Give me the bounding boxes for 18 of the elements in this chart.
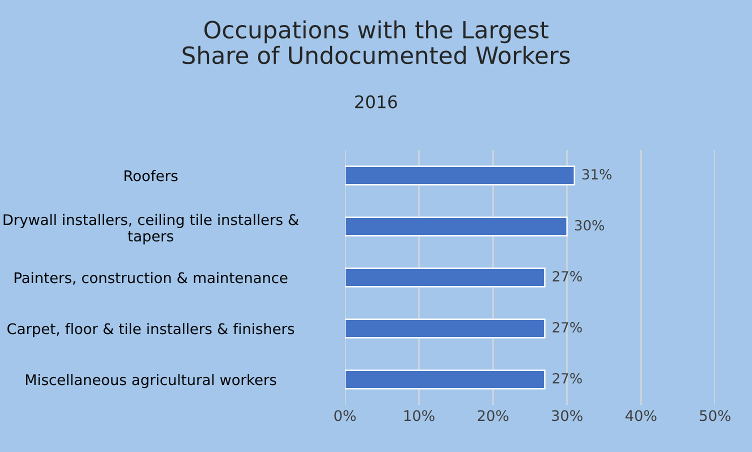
- data-label: 27%: [552, 271, 582, 282]
- x-tick-label: 50%: [700, 410, 730, 422]
- x-tick-label: 20%: [478, 410, 508, 422]
- data-label: 31%: [582, 169, 612, 180]
- x-tick-label: 40%: [626, 410, 656, 422]
- data-label: 27%: [552, 322, 582, 333]
- y-tick-label: Miscellaneous agricultural workers: [26, 374, 276, 388]
- data-label: 30%: [575, 220, 604, 231]
- data-label: 27%: [552, 373, 582, 384]
- x-tick-label: 10%: [404, 410, 434, 422]
- chart-title: Occupations with the Largest Share of Undocumented Workers: [182, 20, 570, 64]
- y-tick-label: Roofers: [124, 170, 178, 182]
- y-tick-label: Carpet, floor & tile installers & finishers: [7, 322, 294, 338]
- x-tick-label: 30%: [552, 410, 582, 422]
- chart-subtitle: 2016: [355, 95, 397, 108]
- x-tick-label: 0%: [334, 410, 356, 422]
- y-tick-label: Drywall installers, ceiling tile installers & tapers: [4, 214, 299, 244]
- y-tick-label: Painters, construction & maintenance: [14, 272, 288, 285]
